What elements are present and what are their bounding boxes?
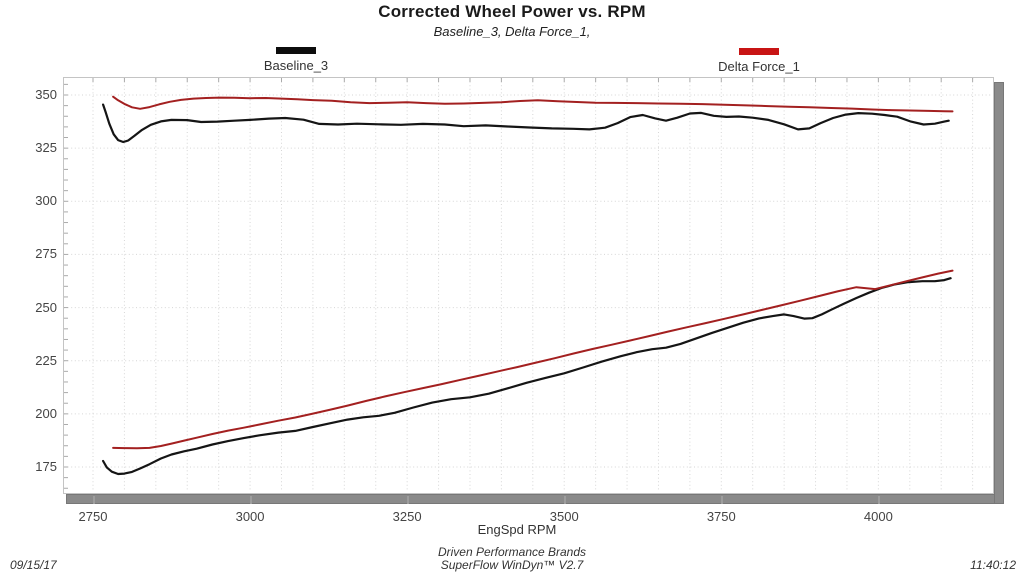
bottom-frame-bar xyxy=(66,494,1004,504)
bottom-bar-tick-notch xyxy=(721,496,724,504)
y-tick-label: 325 xyxy=(35,140,57,156)
x-axis-title: EngSpd RPM xyxy=(477,522,557,537)
bottom-bar-tick-notch xyxy=(407,496,410,504)
x-tick-label: 3500 xyxy=(549,509,579,524)
footer-software-line: SuperFlow WinDyn™ V2.7 xyxy=(440,558,584,572)
series-baseline-3-lower-curve- xyxy=(101,277,952,476)
chart-canvas xyxy=(63,77,994,494)
chart-title: Corrected Wheel Power vs. RPM xyxy=(378,2,646,21)
y-tick-label: 275 xyxy=(35,246,57,262)
x-tick-label: 2750 xyxy=(78,509,108,524)
plot-border xyxy=(63,77,994,494)
y-tick-label: 175 xyxy=(35,458,57,474)
y-tick-label: 200 xyxy=(35,405,57,421)
bottom-bar-tick-notch xyxy=(93,496,95,504)
footer-date: 09/15/17 xyxy=(10,558,57,572)
series-delta-force-1-upper-curve- xyxy=(112,95,954,113)
plot-area xyxy=(63,77,994,499)
x-tick-label: 4000 xyxy=(863,509,893,524)
series-baseline-3-upper-curve- xyxy=(101,103,950,144)
legend-swatch-baseline-3 xyxy=(276,47,316,54)
bottom-bar-tick-notch xyxy=(878,496,881,504)
legend-label-delta-force-1: Delta Force_1 xyxy=(718,59,800,74)
x-tick-label: 3750 xyxy=(706,509,736,524)
bottom-bar-tick-notch xyxy=(250,496,253,504)
legend-delta-force-1: Delta Force_1 xyxy=(704,48,814,76)
footer-time: 11:40:12 xyxy=(970,558,1016,572)
x-tick-label: 3000 xyxy=(235,509,265,524)
y-tick-label: 225 xyxy=(35,352,57,368)
right-frame-bar xyxy=(994,82,1004,504)
series-delta-force-1-lower-curve- xyxy=(112,269,954,450)
y-tick-label: 350 xyxy=(35,87,57,102)
x-tick-label: 3250 xyxy=(392,509,422,524)
legend-label-baseline-3: Baseline_3 xyxy=(263,58,329,73)
bottom-bar-tick-notch xyxy=(564,496,567,504)
legend-baseline-3: Baseline_3 xyxy=(241,47,351,75)
footer-brand-line: Driven Performance Brands xyxy=(437,545,587,559)
y-tick-label: 300 xyxy=(35,193,57,209)
chart-subtitle: Baseline_3, Delta Force_1, xyxy=(433,24,591,39)
legend-swatch-delta-force-1 xyxy=(739,48,779,55)
y-tick-label: 250 xyxy=(35,299,57,315)
